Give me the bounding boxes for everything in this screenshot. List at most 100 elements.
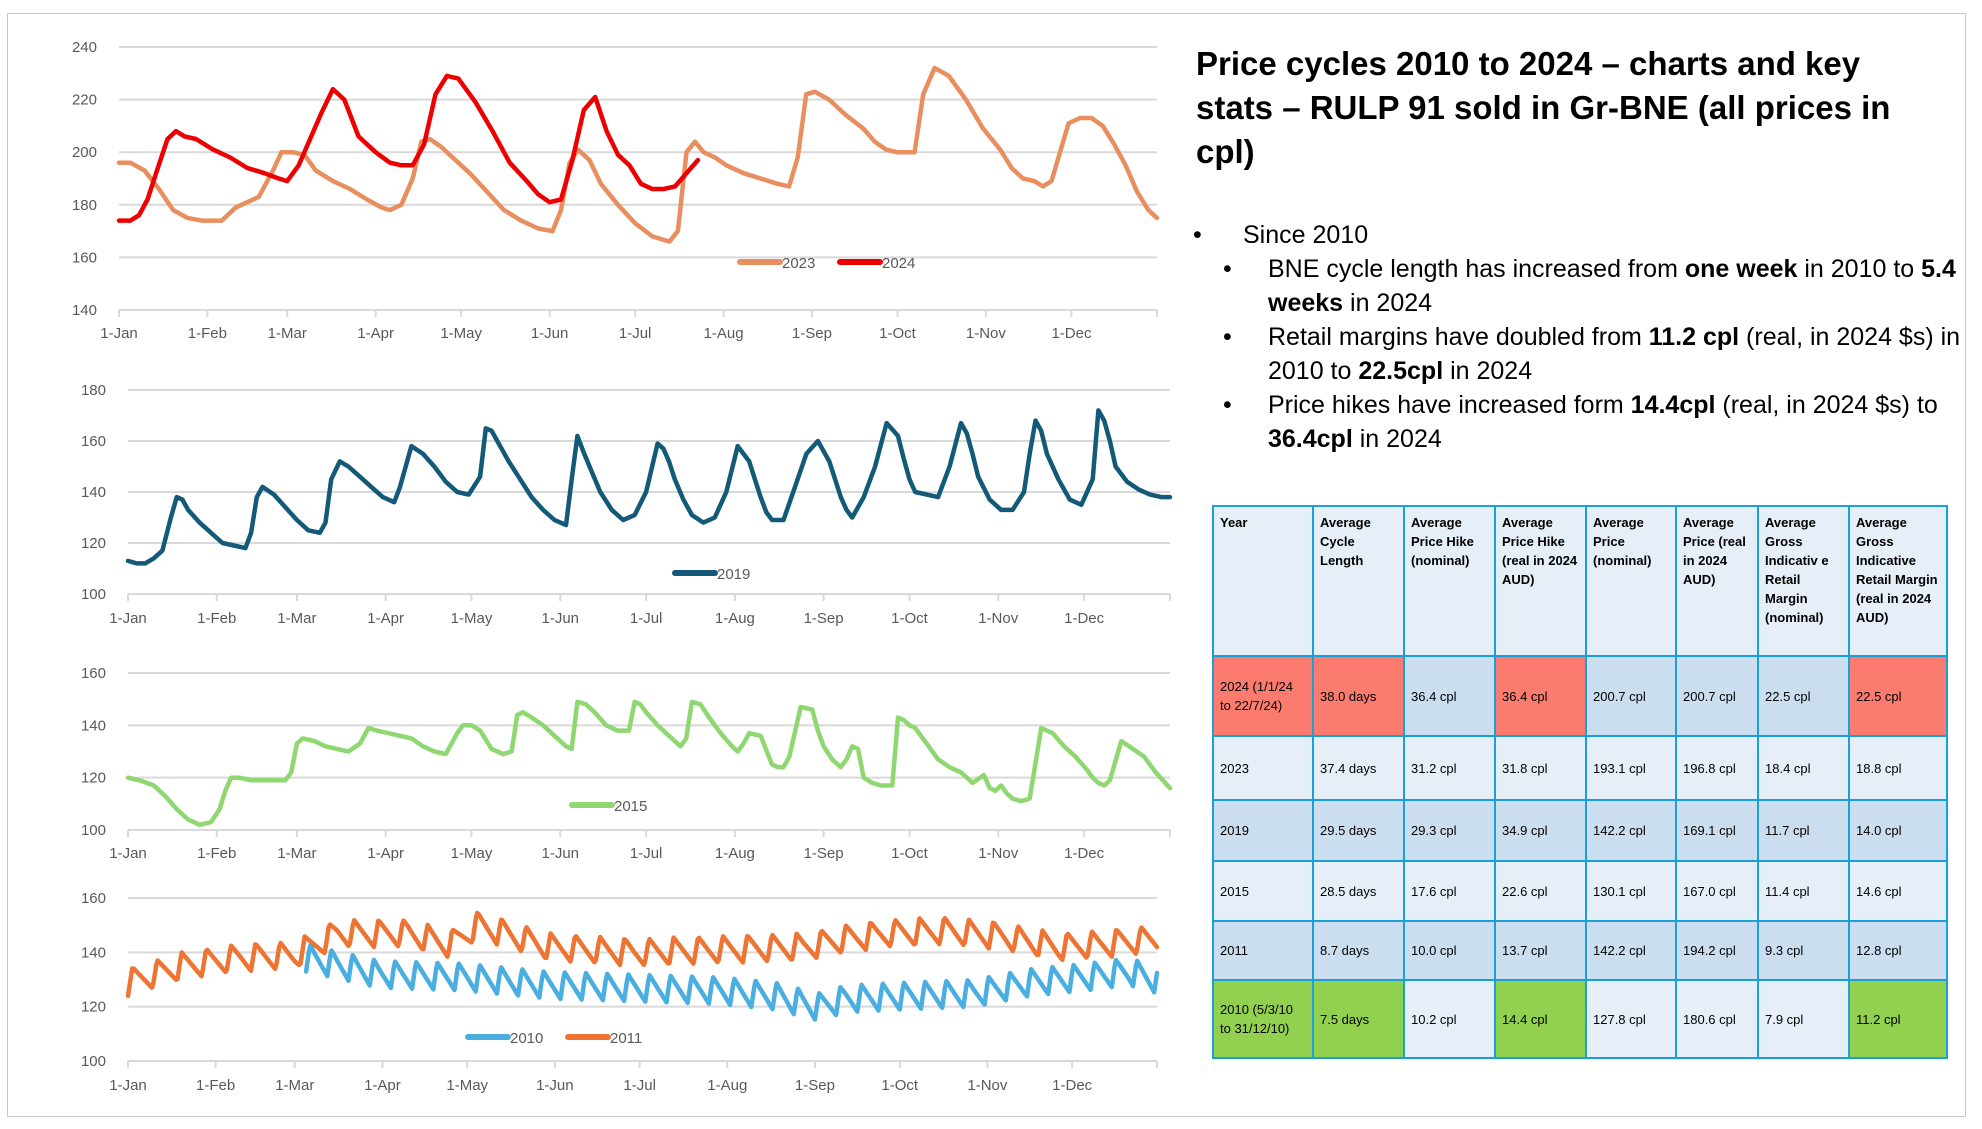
table-cell: 10.2 cpl <box>1403 979 1496 1059</box>
legend-label: 2019 <box>717 566 750 583</box>
x-tick-label: 1-Sep <box>792 325 832 342</box>
year-cell: 2011 <box>1212 920 1314 981</box>
x-tick-label: 1-Feb <box>188 325 227 342</box>
bullet-icon: • <box>1223 323 1232 351</box>
table-header-row: Year Average Cycle Length Average Price Hi… <box>1212 505 1948 657</box>
bullet-text: BNE cycle length has increased from <box>1268 255 1685 283</box>
y-tick-label: 140 <box>81 484 106 501</box>
table-cell: 200.7 cpl <box>1585 655 1677 737</box>
y-tick-label: 100 <box>81 1053 106 1070</box>
table-row: 2015 28.5 days 17.6 cpl 22.6 cpl 130.1 cpl 16… <box>1212 860 1948 922</box>
table-cell: 11.2 cpl <box>1848 979 1948 1059</box>
x-tick-label: 1-Apr <box>367 610 404 627</box>
bullet-text: in 2024 <box>1443 357 1533 385</box>
table-cell: 36.4 cpl <box>1494 655 1587 737</box>
y-tick-label: 180 <box>72 197 97 214</box>
bullet-icon: • <box>1223 255 1232 283</box>
table-cell: 194.2 cpl <box>1675 920 1759 981</box>
series-line-2019 <box>125 408 1173 566</box>
table-cell: 127.8 cpl <box>1585 979 1677 1059</box>
sub-bullet: • Price hikes have increased form 14.4cpl… <box>1193 388 1963 456</box>
y-tick-label: 180 <box>81 382 106 399</box>
bold-stat: 36.4cpl <box>1268 425 1353 453</box>
x-tick-label: 1-Sep <box>795 1077 835 1094</box>
table-cell: 9.3 cpl <box>1757 920 1850 981</box>
y-tick-label: 120 <box>81 999 106 1016</box>
bullet-text: Price hikes have increased form <box>1268 391 1631 419</box>
column-header: Average Price (real in 2024 AUD) <box>1675 505 1759 657</box>
column-header: Average Gross Indicativ e Retail Margin … <box>1757 505 1850 657</box>
column-header: Average Price (nominal) <box>1585 505 1677 657</box>
table-cell: 13.7 cpl <box>1494 920 1587 981</box>
legend-label: 2010 <box>510 1030 543 1047</box>
year-cell: 2015 <box>1212 860 1314 922</box>
legend-label: 2015 <box>614 798 647 815</box>
series-line-2010 <box>303 943 1160 1022</box>
x-tick-label: 1-Mar <box>275 1077 314 1094</box>
table-cell: 130.1 cpl <box>1585 860 1677 922</box>
x-tick-label: 1-Apr <box>367 845 404 862</box>
key-stats-bullets: • Since 2010 • BNE cycle length has incre… <box>1193 218 1963 456</box>
table-cell: 200.7 cpl <box>1675 655 1759 737</box>
x-tick-label: 1-Feb <box>197 845 236 862</box>
x-tick-label: 1-Mar <box>277 845 316 862</box>
x-tick-label: 1-Apr <box>364 1077 401 1094</box>
table-cell: 169.1 cpl <box>1675 799 1759 862</box>
bullet-text: Retail margins have doubled from <box>1268 323 1649 351</box>
legend-label: 2023 <box>782 255 815 272</box>
table-cell: 14.0 cpl <box>1848 799 1948 862</box>
y-tick-label: 160 <box>81 890 106 907</box>
bullet-text: (real, in 2024 $s) in 2010 to <box>1268 323 1961 385</box>
table-cell: 28.5 days <box>1312 860 1405 922</box>
column-header: Average Price Hike (nominal) <box>1403 505 1496 657</box>
x-tick-label: 1-Jul <box>630 845 663 862</box>
x-tick-label: 1-Dec <box>1064 845 1105 862</box>
table-cell: 14.4 cpl <box>1494 979 1587 1059</box>
x-tick-label: 1-Apr <box>357 325 394 342</box>
sub-bullet: • Retail margins have doubled from 11.2 c… <box>1193 320 1963 388</box>
x-tick-label: 1-Nov <box>966 325 1007 342</box>
stats-table: Year Average Cycle Length Average Price Hi… <box>1212 505 1948 1059</box>
x-tick-label: 1-May <box>440 325 482 342</box>
y-tick-label: 100 <box>81 586 106 603</box>
page-title: Price cycles 2010 to 2024 – charts and k… <box>1196 45 1891 170</box>
table-cell: 31.8 cpl <box>1494 735 1587 801</box>
x-tick-label: 1-Feb <box>196 1077 235 1094</box>
x-tick-label: 1-Jun <box>541 845 579 862</box>
x-tick-label: 1-Jul <box>623 1077 656 1094</box>
x-tick-label: 1-Jun <box>536 1077 574 1094</box>
table-cell: 142.2 cpl <box>1585 799 1677 862</box>
table-cell: 142.2 cpl <box>1585 920 1677 981</box>
bold-stat: 22.5cpl <box>1358 357 1444 385</box>
bold-stat: one week <box>1684 255 1798 283</box>
x-tick-label: 1-Dec <box>1051 325 1092 342</box>
table-cell: 14.6 cpl <box>1848 860 1948 922</box>
y-tick-label: 120 <box>81 770 106 787</box>
table-cell: 167.0 cpl <box>1675 860 1759 922</box>
bold-stat: 14.4cpl <box>1630 391 1716 419</box>
series-line-2015 <box>125 699 1173 828</box>
y-tick-label: 160 <box>81 433 106 450</box>
bullet-text: in 2024 <box>1352 425 1442 453</box>
bullet-icon: • <box>1193 221 1202 249</box>
table-cell: 31.2 cpl <box>1403 735 1496 801</box>
y-tick-label: 140 <box>81 944 106 961</box>
x-tick-label: 1-Mar <box>277 610 316 627</box>
x-tick-label: 1-Nov <box>978 845 1019 862</box>
year-cell: 2010 (5/3/10 to 31/12/10) <box>1212 979 1314 1059</box>
year-cell: 2023 <box>1212 735 1314 801</box>
bullet-icon: • <box>1223 391 1232 419</box>
x-tick-label: 1-Jan <box>109 1077 147 1094</box>
table-cell: 180.6 cpl <box>1675 979 1759 1059</box>
y-tick-label: 120 <box>81 535 106 552</box>
sub-bullet: • BNE cycle length has increased from one… <box>1193 252 1963 320</box>
x-tick-label: 1-Dec <box>1064 610 1105 627</box>
column-header: Year <box>1212 505 1314 657</box>
bold-stat: 11.2 cpl <box>1648 323 1740 351</box>
table-cell: 7.9 cpl <box>1757 979 1850 1059</box>
year-cell: 2019 <box>1212 799 1314 862</box>
table-cell: 34.9 cpl <box>1494 799 1587 862</box>
table-cell: 11.7 cpl <box>1757 799 1850 862</box>
